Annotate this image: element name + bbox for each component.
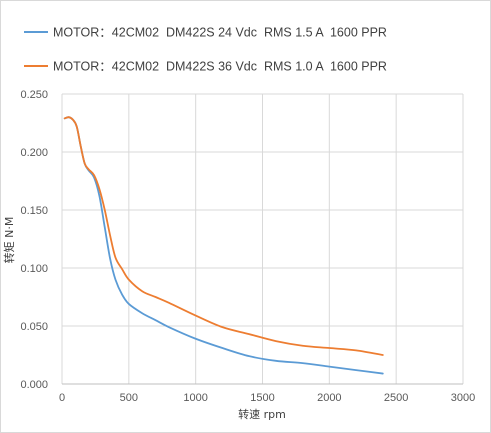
- x-tick-label: 500: [120, 392, 138, 404]
- y-tick-label: 0.000: [20, 379, 48, 391]
- y-tick-label: 0.150: [20, 205, 48, 217]
- series-line-2: [63, 116, 384, 356]
- y-tick-labels: 0.000 0.050 0.100 0.150 0.200 0.250: [20, 89, 48, 391]
- y-tick-label: 0.100: [20, 263, 48, 275]
- x-tick-label: 2000: [317, 392, 341, 404]
- series-lines: [63, 116, 384, 375]
- x-axis-title: 转速 rpm: [238, 407, 286, 421]
- x-tick-labels: 0 500 1000 1500 2000 2500 3000: [59, 392, 475, 404]
- y-tick-label: 0.200: [20, 147, 48, 159]
- y-tick-label: 0.050: [20, 321, 48, 333]
- x-tick-label: 1000: [183, 392, 207, 404]
- x-tick-label: 2500: [384, 392, 408, 404]
- y-axis-title: 转矩 N·M: [2, 217, 16, 264]
- gridlines: [61, 93, 464, 385]
- x-tick-label: 0: [59, 392, 65, 404]
- legend: MOTOR：42CM02 DM422S 24 Vdc RMS 1.5 A 160…: [24, 26, 387, 74]
- x-tick-label: 1500: [250, 392, 274, 404]
- legend-label-2: MOTOR：42CM02 DM422S 36 Vdc RMS 1.0 A 160…: [53, 60, 387, 74]
- legend-label-1: MOTOR：42CM02 DM422S 24 Vdc RMS 1.5 A 160…: [53, 26, 387, 40]
- x-tick-label: 3000: [451, 392, 475, 404]
- y-tick-label: 0.250: [20, 89, 48, 101]
